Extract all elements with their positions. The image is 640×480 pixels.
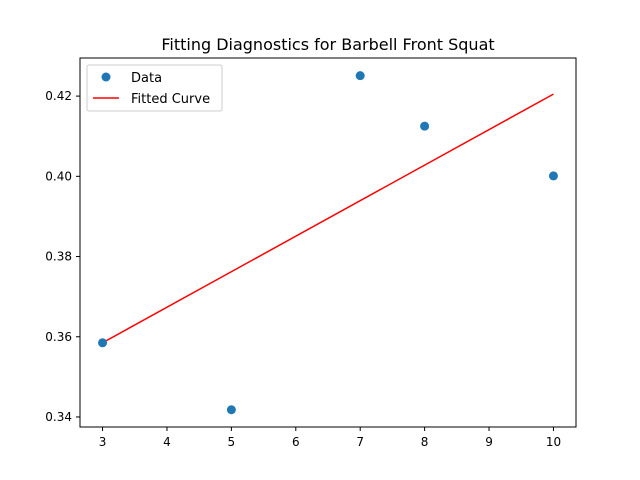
axes-frame [79,57,577,428]
y-tick-label: 0.34 [45,410,72,424]
fitted-curve-line [102,93,554,344]
y-tick-label: 0.42 [45,89,72,103]
x-tick-label: 10 [546,435,561,449]
x-tick-label: 7 [356,435,364,449]
x-tick-label: 3 [99,435,107,449]
legend-label: Fitted Curve [131,92,210,107]
x-tick-label: 4 [163,435,171,449]
chart-title: Fitting Diagnostics for Barbell Front Sq… [161,35,494,54]
data-point [98,338,108,348]
legend-label: Data [131,71,162,86]
x-tick-label: 5 [228,435,236,449]
legend-marker-data [101,72,111,82]
y-tick-label: 0.40 [45,169,72,183]
data-point [420,121,430,131]
x-tick-label: 6 [292,435,300,449]
data-point [355,71,365,81]
y-tick-label: 0.36 [45,330,72,344]
data-point [226,405,236,415]
x-tick-label: 9 [485,435,493,449]
plot-area: 3 4 5 6 7 8 9 10 0.34 0.36 0.38 0.40 0.42 Data Fitted … [45,57,577,449]
x-tick-label: 8 [421,435,429,449]
data-point [548,171,558,181]
y-tick-label: 0.38 [45,250,72,264]
legend-box [86,64,223,112]
